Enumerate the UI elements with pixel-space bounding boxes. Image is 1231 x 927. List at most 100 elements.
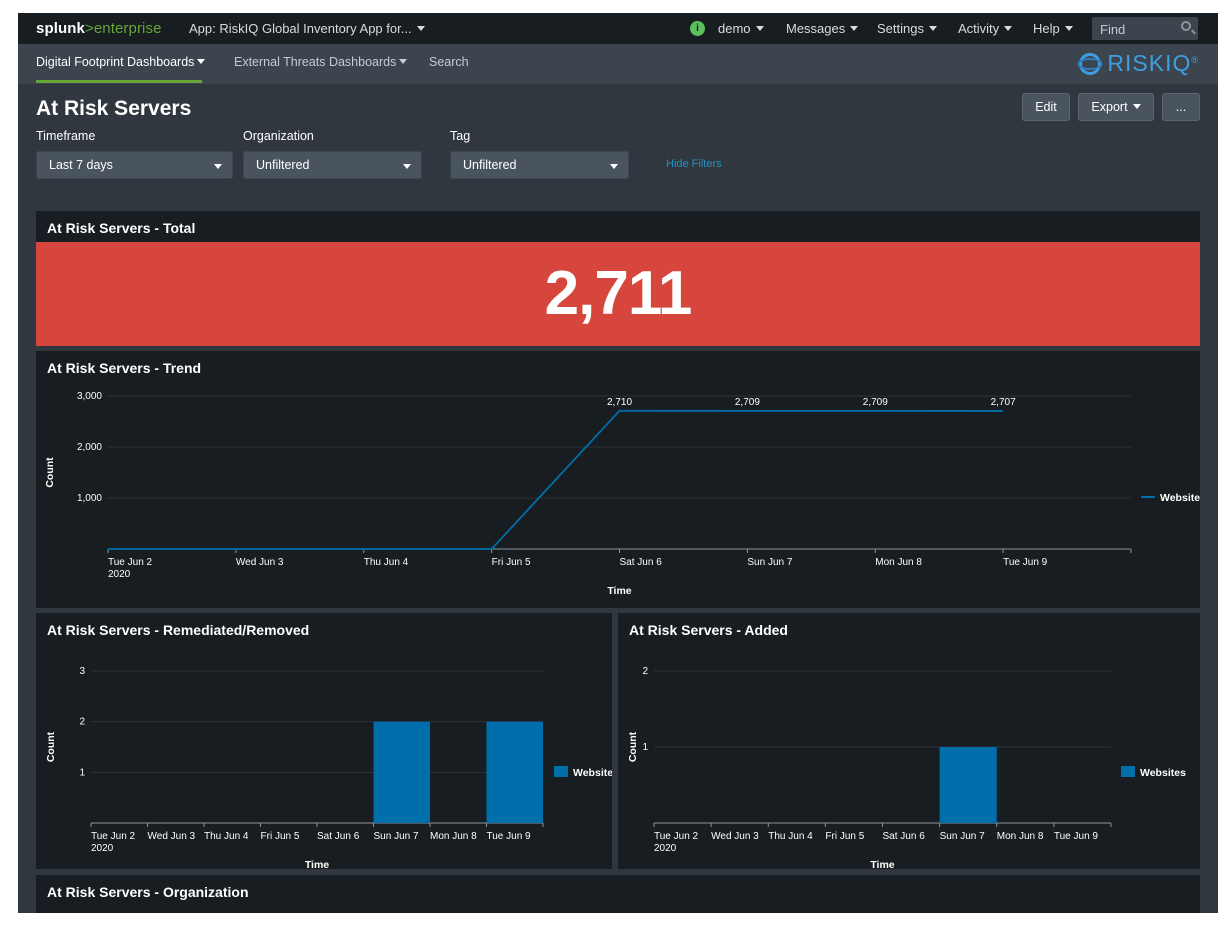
nav-label: Search <box>429 55 469 69</box>
help-menu[interactable]: Help <box>1033 21 1073 36</box>
x-axis-title: Time <box>305 859 329 869</box>
total-panel-header: At Risk Servers - Total <box>36 211 1200 242</box>
x-tick-label: Fri Jun 5 <box>825 831 864 842</box>
x-axis-title: Time <box>870 859 894 869</box>
riskiq-logo: RISKIQ ® <box>1077 50 1198 77</box>
y-tick-label: 1 <box>642 742 648 753</box>
legend-label: Websites <box>1160 492 1200 504</box>
chevron-down-icon <box>1064 26 1073 31</box>
timeframe-select[interactable]: Last 7 days <box>36 151 233 179</box>
y-tick-label: 2,000 <box>77 442 102 453</box>
app-menu-label: App: RiskIQ Global Inventory App for... <box>189 21 412 36</box>
panel-title: At Risk Servers - Organization <box>47 884 249 900</box>
series-line-websites <box>108 409 1004 550</box>
x-tick-label: Tue Jun 9 <box>487 831 532 842</box>
info-status-icon[interactable]: i <box>690 21 705 36</box>
riskiq-registered-mark: ® <box>1191 54 1198 65</box>
page-title: At Risk Servers <box>36 97 192 120</box>
nav-label: Digital Footprint Dashboards <box>36 55 195 69</box>
chevron-down-icon <box>403 164 411 169</box>
nav-search[interactable]: Search <box>429 55 469 69</box>
search-icon[interactable] <box>1181 21 1191 31</box>
single-value-panel: 2,711 <box>36 242 1200 346</box>
bar-websites <box>373 721 430 823</box>
x-tick-label: Fri Jun 5 <box>261 831 300 842</box>
x-tick-label: Wed Jun 3 <box>236 557 284 568</box>
riskiq-brand-text: RISKIQ <box>1107 50 1192 76</box>
messages-menu[interactable]: Messages <box>786 21 859 36</box>
x-tick-label: Tue Jun 9 <box>1054 831 1099 842</box>
x-tick-label: Sat Jun 6 <box>883 831 926 842</box>
organization-panel: At Risk Servers - Organization <box>36 875 1200 913</box>
x-axis-title: Time <box>607 585 631 597</box>
data-label: 2,709 <box>863 397 888 408</box>
more-actions-button[interactable]: ... <box>1162 93 1200 121</box>
removed-panel: At Risk Servers - Remediated/Removed 1 2 3… <box>36 613 612 869</box>
riskiq-mark-icon <box>1077 52 1103 75</box>
x-tick-label: Sun Jun 7 <box>940 831 985 842</box>
x-tick-label: Sat Jun 6 <box>317 831 360 842</box>
app-menu[interactable]: App: RiskIQ Global Inventory App for... <box>189 21 425 36</box>
hide-filters-link[interactable]: Hide Filters <box>666 158 722 170</box>
logo-splunk-text: splunk <box>36 20 85 37</box>
edit-button[interactable]: Edit <box>1022 93 1070 121</box>
chevron-down-icon <box>1004 26 1013 31</box>
x-tick-label: Mon Jun 8 <box>430 831 477 842</box>
panel-title: At Risk Servers - Remediated/Removed <box>47 622 310 638</box>
active-nav-underline <box>36 80 202 83</box>
bar-websites <box>939 747 997 823</box>
activity-menu[interactable]: Activity <box>958 21 1013 36</box>
x-tick-label: Tue Jun 2 <box>654 831 699 842</box>
chevron-down-icon <box>755 26 764 31</box>
y-tick-label: 3,000 <box>77 391 102 402</box>
x-tick-label: Thu Jun 4 <box>364 557 409 568</box>
legend-swatch <box>1121 766 1135 777</box>
chevron-down-icon <box>610 164 618 169</box>
y-axis-title: Count <box>627 731 639 762</box>
panel-title: At Risk Servers - Trend <box>47 360 202 376</box>
find-placeholder: Find <box>1100 22 1126 37</box>
chevron-down-icon <box>850 26 859 31</box>
tag-select[interactable]: Unfiltered <box>450 151 629 179</box>
chevron-down-icon <box>1132 104 1141 109</box>
legend-label: Websites <box>1140 767 1186 779</box>
data-label: 2,707 <box>991 397 1016 408</box>
data-label: 2,710 <box>607 397 632 408</box>
single-value: 2,711 <box>544 259 693 328</box>
app-bar: Digital Footprint Dashboards External Th… <box>18 44 1218 84</box>
settings-menu[interactable]: Settings <box>877 21 937 36</box>
chevron-down-icon <box>928 26 937 31</box>
y-tick-label: 1,000 <box>77 493 102 504</box>
added-panel: At Risk Servers - Added 1 2 Tue Jun 2 Wed J… <box>618 613 1200 869</box>
organization-select[interactable]: Unfiltered <box>243 151 422 179</box>
settings-menu-label: Settings <box>877 21 924 36</box>
chevron-down-icon <box>399 59 408 64</box>
y-tick-label: 3 <box>79 666 85 677</box>
x-tick-label: Sun Jun 7 <box>374 831 419 842</box>
y-tick-label: 2 <box>79 717 85 728</box>
nav-external-threats-dashboards[interactable]: External Threats Dashboards <box>234 55 408 69</box>
nav-digital-footprint-dashboards[interactable]: Digital Footprint Dashboards <box>36 55 206 69</box>
chevron-down-icon <box>214 164 222 169</box>
y-axis-title: Count <box>44 457 56 488</box>
top-bar: splunk>enterprise App: RiskIQ Global Inv… <box>18 13 1218 44</box>
trend-panel: At Risk Servers - Trend 1,000 2,000 3,000 T… <box>36 351 1200 608</box>
splunk-logo[interactable]: splunk>enterprise <box>36 20 162 37</box>
user-menu[interactable]: demo <box>718 21 764 36</box>
x-year-label: 2020 <box>108 569 131 580</box>
filter-label-tag: Tag <box>450 129 471 143</box>
organization-value: Unfiltered <box>256 158 310 172</box>
messages-menu-label: Messages <box>786 21 846 36</box>
x-year-label: 2020 <box>654 843 677 854</box>
y-tick-label: 1 <box>79 767 85 778</box>
x-tick-label: Wed Jun 3 <box>148 831 196 842</box>
x-tick-label: Sat Jun 6 <box>620 557 663 568</box>
export-button[interactable]: Export <box>1078 93 1154 121</box>
find-input[interactable]: Find <box>1092 17 1198 40</box>
x-tick-label: Tue Jun 2 <box>91 831 136 842</box>
panel-title: At Risk Servers - Total <box>47 220 196 236</box>
logo-enterprise-text: enterprise <box>93 20 162 37</box>
x-tick-label: Thu Jun 4 <box>768 831 813 842</box>
activity-menu-label: Activity <box>958 21 1000 36</box>
filter-label-organization: Organization <box>243 129 314 143</box>
